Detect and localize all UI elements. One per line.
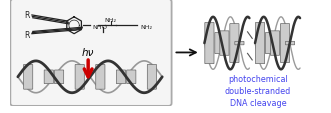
Text: R: R — [24, 10, 30, 19]
FancyBboxPatch shape — [147, 65, 157, 89]
FancyBboxPatch shape — [285, 42, 295, 45]
Text: hν: hν — [82, 48, 94, 58]
Text: O: O — [102, 25, 107, 29]
FancyBboxPatch shape — [280, 24, 290, 63]
FancyBboxPatch shape — [55, 70, 64, 84]
FancyBboxPatch shape — [44, 70, 53, 84]
FancyBboxPatch shape — [220, 32, 229, 56]
FancyBboxPatch shape — [270, 32, 280, 56]
Text: R: R — [24, 31, 30, 40]
Text: NH: NH — [92, 25, 101, 29]
Text: NH₂: NH₂ — [105, 18, 117, 23]
FancyBboxPatch shape — [96, 65, 105, 89]
FancyBboxPatch shape — [215, 33, 224, 54]
Text: photochemical
double-stranded
DNA cleavage: photochemical double-stranded DNA cleava… — [225, 74, 291, 107]
FancyBboxPatch shape — [230, 24, 239, 63]
FancyBboxPatch shape — [265, 33, 275, 54]
FancyBboxPatch shape — [127, 70, 136, 84]
FancyBboxPatch shape — [75, 65, 84, 89]
FancyBboxPatch shape — [235, 42, 244, 45]
FancyBboxPatch shape — [256, 23, 264, 64]
FancyBboxPatch shape — [24, 65, 33, 89]
FancyBboxPatch shape — [117, 70, 125, 84]
FancyBboxPatch shape — [10, 0, 171, 106]
Text: NH₂: NH₂ — [141, 25, 153, 29]
FancyBboxPatch shape — [205, 23, 214, 64]
